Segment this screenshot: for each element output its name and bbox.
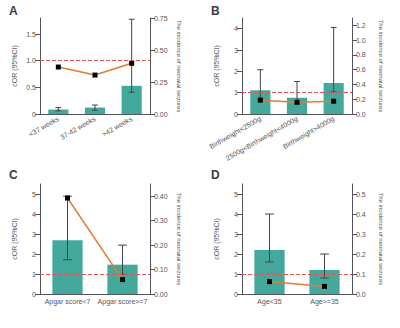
svg-text:B: B	[211, 4, 220, 18]
svg-text:37-42 weeks: 37-42 weeks	[59, 115, 97, 141]
svg-text:2: 2	[234, 251, 238, 258]
svg-text:C: C	[9, 168, 18, 182]
svg-text:D: D	[211, 168, 220, 182]
svg-text:0: 0	[234, 111, 238, 118]
svg-text:0.00: 0.00	[154, 291, 168, 298]
svg-text:cOR (95%CI): cOR (95%CI)	[213, 218, 221, 260]
svg-text:4: 4	[32, 211, 36, 218]
svg-text:0.1: 0.1	[356, 271, 366, 278]
svg-text:Apgar score<7: Apgar score<7	[45, 298, 91, 306]
svg-text:0.4: 0.4	[356, 81, 366, 88]
svg-text:Birthweight<2500g: Birthweight<2500g	[208, 115, 263, 151]
svg-text:3: 3	[32, 231, 36, 238]
svg-text:0.2: 0.2	[356, 251, 366, 258]
svg-text:5: 5	[234, 191, 238, 198]
svg-text:<37 weeks: <37 weeks	[27, 115, 60, 138]
svg-text:3: 3	[234, 231, 238, 238]
svg-text:1.0: 1.0	[356, 37, 366, 44]
svg-text:0.5: 0.5	[356, 191, 366, 198]
svg-text:2500g<Birthweight<4000g: 2500g<Birthweight<4000g	[225, 115, 300, 163]
svg-text:A: A	[9, 4, 18, 18]
svg-text:0: 0	[32, 111, 36, 118]
svg-text:Age<35: Age<35	[257, 298, 281, 306]
svg-text:4: 4	[234, 25, 238, 32]
svg-text:0.0: 0.0	[356, 291, 366, 298]
svg-text:>42 weeks: >42 weeks	[101, 115, 134, 138]
svg-text:1.5: 1.5	[26, 31, 36, 38]
svg-text:Apgar score>=7: Apgar score>=7	[98, 298, 148, 306]
svg-text:0.3: 0.3	[356, 231, 366, 238]
svg-text:0.5: 0.5	[26, 84, 36, 91]
svg-text:Age>=35: Age>=35	[310, 298, 339, 306]
svg-text:0.75: 0.75	[154, 15, 168, 22]
svg-text:0.10: 0.10	[154, 266, 168, 273]
svg-text:0.50: 0.50	[154, 47, 168, 54]
svg-text:0.2: 0.2	[356, 96, 366, 103]
svg-text:0.00: 0.00	[154, 111, 168, 118]
svg-text:cOR (95%CI): cOR (95%CI)	[11, 45, 19, 87]
svg-text:0.8: 0.8	[356, 51, 366, 58]
svg-text:The incidence of neonatal seiz: The incidence of neonatal seizures	[378, 193, 384, 286]
svg-text:2: 2	[32, 251, 36, 258]
svg-text:1: 1	[234, 271, 238, 278]
svg-text:cOR (95%CI): cOR (95%CI)	[11, 218, 19, 260]
svg-text:2: 2	[234, 68, 238, 75]
svg-text:The incidence of neonatal seiz: The incidence of neonatal seizures	[176, 20, 182, 113]
svg-text:1: 1	[32, 271, 36, 278]
svg-text:The incidence of neonatal seiz: The incidence of neonatal seizures	[378, 20, 384, 113]
svg-text:1.0: 1.0	[26, 57, 36, 64]
svg-text:Birthweight>4000g: Birthweight>4000g	[282, 115, 336, 151]
svg-text:1.2: 1.2	[356, 22, 366, 29]
svg-text:3: 3	[234, 47, 238, 54]
svg-text:0.30: 0.30	[154, 217, 168, 224]
svg-text:0.6: 0.6	[356, 66, 366, 73]
svg-text:cOR (95%CI): cOR (95%CI)	[213, 45, 221, 87]
svg-text:1: 1	[234, 89, 238, 96]
svg-text:0.20: 0.20	[154, 242, 168, 249]
svg-text:0.0: 0.0	[356, 111, 366, 118]
svg-text:0: 0	[32, 291, 36, 298]
svg-text:0.4: 0.4	[356, 211, 366, 218]
svg-text:0: 0	[234, 291, 238, 298]
svg-text:5: 5	[32, 191, 36, 198]
svg-text:4: 4	[234, 211, 238, 218]
svg-text:The incidence of neonatal seiz: The incidence of neonatal seizures	[176, 193, 182, 286]
svg-text:0.25: 0.25	[154, 79, 168, 86]
svg-text:0.40: 0.40	[154, 193, 168, 200]
